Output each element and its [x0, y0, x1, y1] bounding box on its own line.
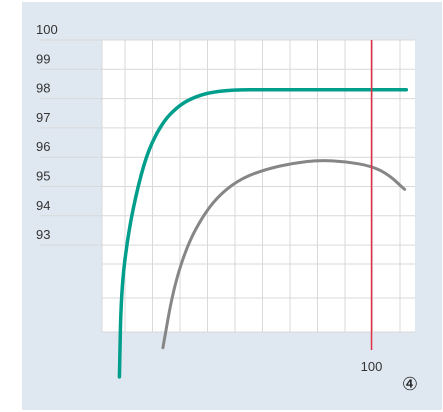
y-tick-label: 93: [36, 227, 50, 242]
y-tick-label: 94: [36, 198, 50, 213]
y-tick-label: 98: [36, 81, 50, 96]
y-tick-label: 95: [36, 169, 50, 184]
series-line-gray: [161, 159, 407, 350]
y-tick-label: 100: [36, 22, 58, 37]
tick-label-layer: 100 99 98 97 96 95 94 93 100: [36, 22, 382, 374]
grid-layer: [40, 39, 415, 333]
series-layer: [117, 88, 409, 379]
y-tick-label: 96: [36, 139, 50, 154]
figure-number-badge: ④: [402, 374, 418, 395]
series-line-teal: [117, 88, 409, 379]
y-tick-label: 99: [36, 51, 50, 66]
y-tick-label: 97: [36, 110, 50, 125]
x-tick-label: 100: [361, 359, 383, 374]
